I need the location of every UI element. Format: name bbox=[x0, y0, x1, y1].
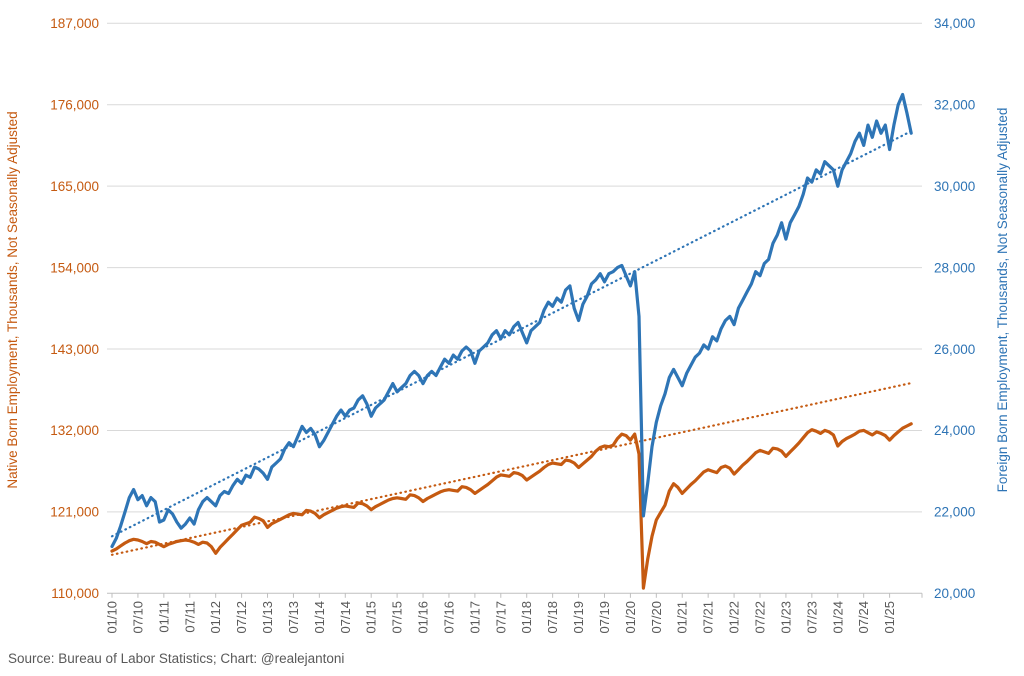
x-axis-tick-label: 07/17 bbox=[493, 601, 508, 634]
x-axis-tick-label: 07/16 bbox=[441, 601, 456, 634]
right-axis-tick-label: 30,000 bbox=[934, 179, 975, 194]
left-axis-tick-label: 165,000 bbox=[50, 179, 99, 194]
right-axis-tick-label: 20,000 bbox=[934, 586, 975, 601]
native-born-trendline bbox=[110, 381, 913, 556]
x-axis-tick-label: 01/21 bbox=[675, 601, 690, 634]
x-axis-tick-label: 01/19 bbox=[571, 601, 586, 634]
axis-layer bbox=[111, 593, 923, 598]
x-axis-tick-label: 07/20 bbox=[649, 601, 664, 634]
right-axis-tick-label: 24,000 bbox=[934, 423, 975, 438]
left-axis-tick-label: 176,000 bbox=[50, 98, 99, 113]
x-axis-tick-label: 07/24 bbox=[856, 601, 871, 634]
x-axis-tick-label: 01/12 bbox=[208, 601, 223, 634]
x-axis-tick-label: 01/24 bbox=[830, 601, 845, 634]
left-axis-tick-label: 143,000 bbox=[50, 342, 99, 357]
x-axis-tick-label: 07/12 bbox=[234, 601, 249, 634]
x-axis-tick-label: 07/13 bbox=[286, 601, 301, 634]
right-axis-title: Foreign Born Employment, Thousands, Not … bbox=[995, 108, 1010, 493]
x-axis-tick-label: 01/13 bbox=[260, 601, 275, 634]
native-born-line bbox=[110, 422, 913, 590]
right-axis-tick-label: 28,000 bbox=[934, 260, 975, 275]
x-axis-tick-label: 01/16 bbox=[416, 601, 431, 634]
x-axis-tick-label: 07/11 bbox=[182, 601, 197, 633]
x-axis-tick-label: 07/15 bbox=[390, 601, 405, 634]
x-axis-tick-label: 07/19 bbox=[597, 601, 612, 634]
right-axis-tick-label: 22,000 bbox=[934, 505, 975, 520]
series-layer bbox=[110, 92, 913, 590]
left-axis-tick-label: 121,000 bbox=[50, 505, 99, 520]
x-axis-tick-label: 07/21 bbox=[701, 601, 716, 634]
x-axis-tick-label: 01/10 bbox=[105, 601, 120, 634]
tick-labels-layer: 110,000 121,000 132,000 143,000 154,000 165,0… bbox=[50, 16, 975, 633]
right-axis-tick-label: 26,000 bbox=[934, 342, 975, 357]
x-axis-tick-label: 01/14 bbox=[312, 601, 327, 634]
left-axis-tick-label: 154,000 bbox=[50, 260, 99, 275]
x-axis-tick-label: 01/17 bbox=[467, 601, 482, 634]
gridlines-layer bbox=[107, 22, 922, 594]
right-axis-tick-label: 32,000 bbox=[934, 98, 975, 113]
x-axis-tick-label: 01/23 bbox=[778, 601, 793, 634]
left-axis-tick-label: 132,000 bbox=[50, 423, 99, 438]
foreign-born-trendline bbox=[110, 130, 913, 538]
x-axis-tick-label: 01/11 bbox=[156, 601, 171, 633]
left-axis-tick-label: 187,000 bbox=[50, 16, 99, 31]
x-axis-tick-label: 01/18 bbox=[519, 601, 534, 634]
x-axis-tick-label: 01/22 bbox=[727, 601, 742, 634]
x-axis-tick-label: 07/18 bbox=[545, 601, 560, 634]
x-axis-tick-label: 07/23 bbox=[804, 601, 819, 634]
x-axis-tick-label: 01/15 bbox=[364, 601, 379, 634]
x-axis-tick-label: 07/22 bbox=[753, 601, 768, 634]
right-axis-tick-label: 34,000 bbox=[934, 16, 975, 31]
left-axis-title: Native Born Employment, Thousands, Not S… bbox=[5, 111, 20, 488]
x-axis-tick-label: 07/10 bbox=[130, 601, 145, 634]
x-axis-tick-label: 07/14 bbox=[338, 601, 353, 634]
x-axis-tick-label: 01/25 bbox=[882, 601, 897, 634]
foreign-born-line bbox=[110, 92, 913, 549]
left-axis-tick-label: 110,000 bbox=[51, 586, 99, 601]
source-note: Source: Bureau of Labor Statistics; Char… bbox=[8, 651, 344, 666]
x-axis-tick-label: 01/20 bbox=[623, 601, 638, 634]
